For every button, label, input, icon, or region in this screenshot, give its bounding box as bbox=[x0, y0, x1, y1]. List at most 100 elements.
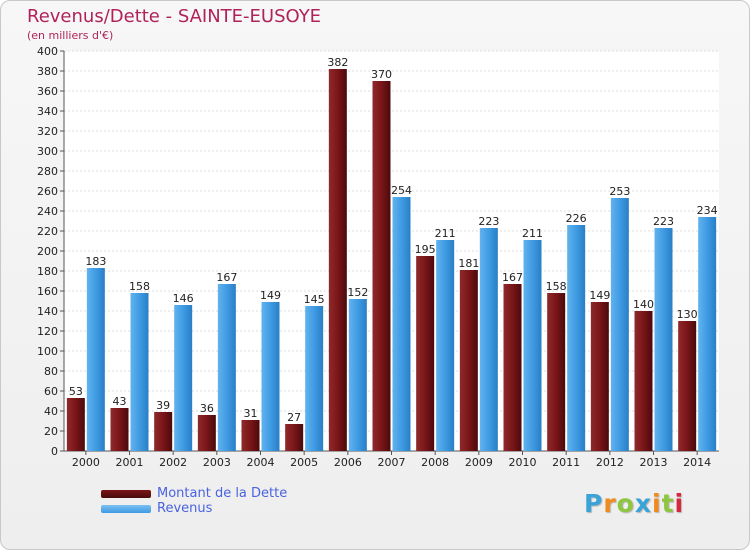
bar-revenus bbox=[654, 228, 673, 451]
x-tick-label: 2006 bbox=[334, 456, 362, 469]
bar-dette bbox=[372, 81, 391, 451]
x-tick-label: 2007 bbox=[378, 456, 406, 469]
bar-dette bbox=[634, 311, 653, 451]
data-label-dette: 130 bbox=[677, 308, 698, 321]
bar-dette bbox=[285, 424, 304, 451]
legend-item-dette: Montant de la Dette bbox=[101, 486, 287, 501]
data-label-revenus: 145 bbox=[304, 293, 325, 306]
logo-letter: r bbox=[603, 489, 617, 518]
data-label-dette: 27 bbox=[287, 411, 301, 424]
bar-dette bbox=[241, 420, 260, 451]
x-tick-label: 2005 bbox=[290, 456, 318, 469]
y-tick-label: 320 bbox=[37, 125, 58, 138]
bar-revenus bbox=[436, 240, 455, 451]
bar-revenus bbox=[348, 299, 367, 451]
bar-revenus bbox=[479, 228, 498, 451]
bar-dette bbox=[503, 284, 522, 451]
y-tick-label: 120 bbox=[37, 325, 58, 338]
y-tick-label: 240 bbox=[37, 205, 58, 218]
data-label-revenus: 254 bbox=[391, 184, 412, 197]
y-tick-label: 300 bbox=[37, 145, 58, 158]
x-tick-label: 2012 bbox=[596, 456, 624, 469]
y-tick-label: 340 bbox=[37, 105, 58, 118]
y-tick-label: 400 bbox=[37, 45, 58, 58]
bar-revenus bbox=[305, 306, 324, 451]
logo-letter: i bbox=[674, 489, 685, 518]
data-label-dette: 36 bbox=[200, 402, 214, 415]
data-label-dette: 158 bbox=[546, 280, 567, 293]
data-label-dette: 149 bbox=[589, 289, 610, 302]
data-label-revenus: 167 bbox=[216, 271, 237, 284]
data-label-revenus: 146 bbox=[173, 292, 194, 305]
data-label-dette: 39 bbox=[156, 399, 170, 412]
x-tick-label: 2004 bbox=[247, 456, 275, 469]
bar-revenus bbox=[130, 293, 149, 451]
bar-dette bbox=[110, 408, 129, 451]
data-label-dette: 31 bbox=[244, 407, 258, 420]
y-tick-label: 140 bbox=[37, 305, 58, 318]
y-tick-label: 100 bbox=[37, 345, 58, 358]
logo-letter: i bbox=[652, 489, 662, 518]
y-tick-label: 80 bbox=[44, 365, 58, 378]
data-label-revenus: 223 bbox=[478, 215, 499, 228]
legend-swatch-revenus bbox=[101, 504, 151, 513]
bar-revenus bbox=[261, 302, 280, 451]
y-tick-label: 40 bbox=[44, 405, 58, 418]
logo-letter: x bbox=[634, 489, 652, 518]
x-tick-label: 2013 bbox=[640, 456, 668, 469]
logo-letter: P bbox=[584, 489, 604, 518]
logo-letter: t bbox=[661, 489, 675, 518]
y-tick-label: 160 bbox=[37, 285, 58, 298]
bar-revenus bbox=[698, 217, 717, 451]
x-tick-label: 2014 bbox=[683, 456, 711, 469]
bar-dette bbox=[66, 398, 85, 451]
data-label-revenus: 149 bbox=[260, 289, 281, 302]
bar-revenus bbox=[392, 197, 411, 451]
y-tick-label: 180 bbox=[37, 265, 58, 278]
bar-dette bbox=[590, 302, 609, 451]
y-tick-label: 220 bbox=[37, 225, 58, 238]
data-label-revenus: 234 bbox=[697, 204, 718, 217]
x-tick-label: 2009 bbox=[465, 456, 493, 469]
y-tick-label: 60 bbox=[44, 385, 58, 398]
data-label-revenus: 152 bbox=[347, 286, 368, 299]
data-label-revenus: 253 bbox=[609, 185, 630, 198]
data-label-dette: 167 bbox=[502, 271, 523, 284]
bar-dette bbox=[416, 256, 435, 451]
data-label-dette: 195 bbox=[415, 243, 436, 256]
legend-label-dette: Montant de la Dette bbox=[157, 486, 288, 501]
y-tick-label: 200 bbox=[37, 245, 58, 258]
chart-title: Revenus/Dette - SAINTE-EUSOYE bbox=[27, 6, 322, 27]
data-label-revenus: 183 bbox=[85, 255, 106, 268]
bar-dette bbox=[459, 270, 478, 451]
y-tick-label: 280 bbox=[37, 165, 58, 178]
data-label-revenus: 226 bbox=[566, 212, 587, 225]
legend-item-revenus: Revenus bbox=[101, 501, 287, 516]
proxiti-logo: Proxiti bbox=[584, 489, 684, 518]
bar-dette bbox=[547, 293, 566, 451]
data-label-dette: 43 bbox=[113, 395, 127, 408]
y-tick-label: 260 bbox=[37, 185, 58, 198]
x-tick-label: 2010 bbox=[509, 456, 537, 469]
y-tick-label: 0 bbox=[51, 445, 58, 458]
data-label-revenus: 158 bbox=[129, 280, 150, 293]
x-tick-label: 2011 bbox=[552, 456, 580, 469]
x-tick-label: 2003 bbox=[203, 456, 231, 469]
data-label-revenus: 211 bbox=[435, 227, 456, 240]
data-label-revenus: 223 bbox=[653, 215, 674, 228]
bar-revenus bbox=[174, 305, 193, 451]
bar-dette bbox=[678, 321, 697, 451]
x-tick-label: 2000 bbox=[72, 456, 100, 469]
x-tick-label: 2002 bbox=[159, 456, 187, 469]
bar-revenus bbox=[610, 198, 629, 451]
bar-revenus bbox=[523, 240, 542, 451]
x-tick-label: 2001 bbox=[116, 456, 144, 469]
legend-swatch-dette bbox=[101, 489, 151, 498]
bar-revenus bbox=[86, 268, 105, 451]
chart-subtitle: (en milliers d'€) bbox=[27, 29, 114, 42]
data-label-dette: 53 bbox=[69, 385, 83, 398]
logo-letter: o bbox=[616, 489, 635, 518]
y-tick-label: 20 bbox=[44, 425, 58, 438]
